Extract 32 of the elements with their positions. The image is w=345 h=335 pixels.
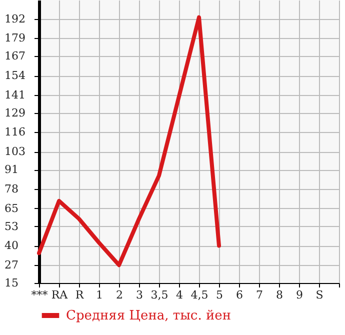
x-tick-label: RA xyxy=(51,288,69,302)
y-tick-label: 179 xyxy=(4,32,26,45)
y-tick-label: 103 xyxy=(4,145,26,158)
y-tick-label: 91 xyxy=(4,163,18,176)
x-tick-label: 9 xyxy=(296,288,303,302)
y-tick-label: 167 xyxy=(4,50,26,63)
x-tick-label: 8 xyxy=(276,288,283,302)
x-tick-label: 5 xyxy=(216,288,223,302)
y-tick-label: 141 xyxy=(4,88,26,102)
y-tick-label: 27 xyxy=(4,258,18,272)
x-tick-label: 4,5 xyxy=(190,288,208,302)
y-tick-label: 40 xyxy=(4,239,18,252)
y-tick-label: 154 xyxy=(4,69,26,82)
x-tick-label: R xyxy=(75,288,84,302)
y-tick-label: 53 xyxy=(4,220,18,233)
x-tick-label: 1 xyxy=(96,288,103,302)
x-tick-label: 3,5 xyxy=(150,288,168,302)
y-tick-label: 116 xyxy=(4,126,26,139)
y-tick-label: 65 xyxy=(4,202,18,215)
y-tick-label: 15 xyxy=(4,276,18,290)
y-tick-label: 129 xyxy=(4,106,26,120)
x-tick-label: *** xyxy=(31,288,48,302)
x-tick-label: 4 xyxy=(176,288,183,302)
y-tick-label: 78 xyxy=(4,182,18,196)
line-series xyxy=(37,15,221,268)
x-tick-label: 7 xyxy=(256,288,263,302)
y-tick-label: 192 xyxy=(4,12,26,26)
x-tick-label: 2 xyxy=(116,288,123,302)
x-tick-label: 3 xyxy=(136,288,143,302)
legend-label: Средняя Цена, тыс. йен xyxy=(66,308,231,324)
x-tick-label: 6 xyxy=(236,288,243,302)
x-tick-label: S xyxy=(316,288,324,302)
